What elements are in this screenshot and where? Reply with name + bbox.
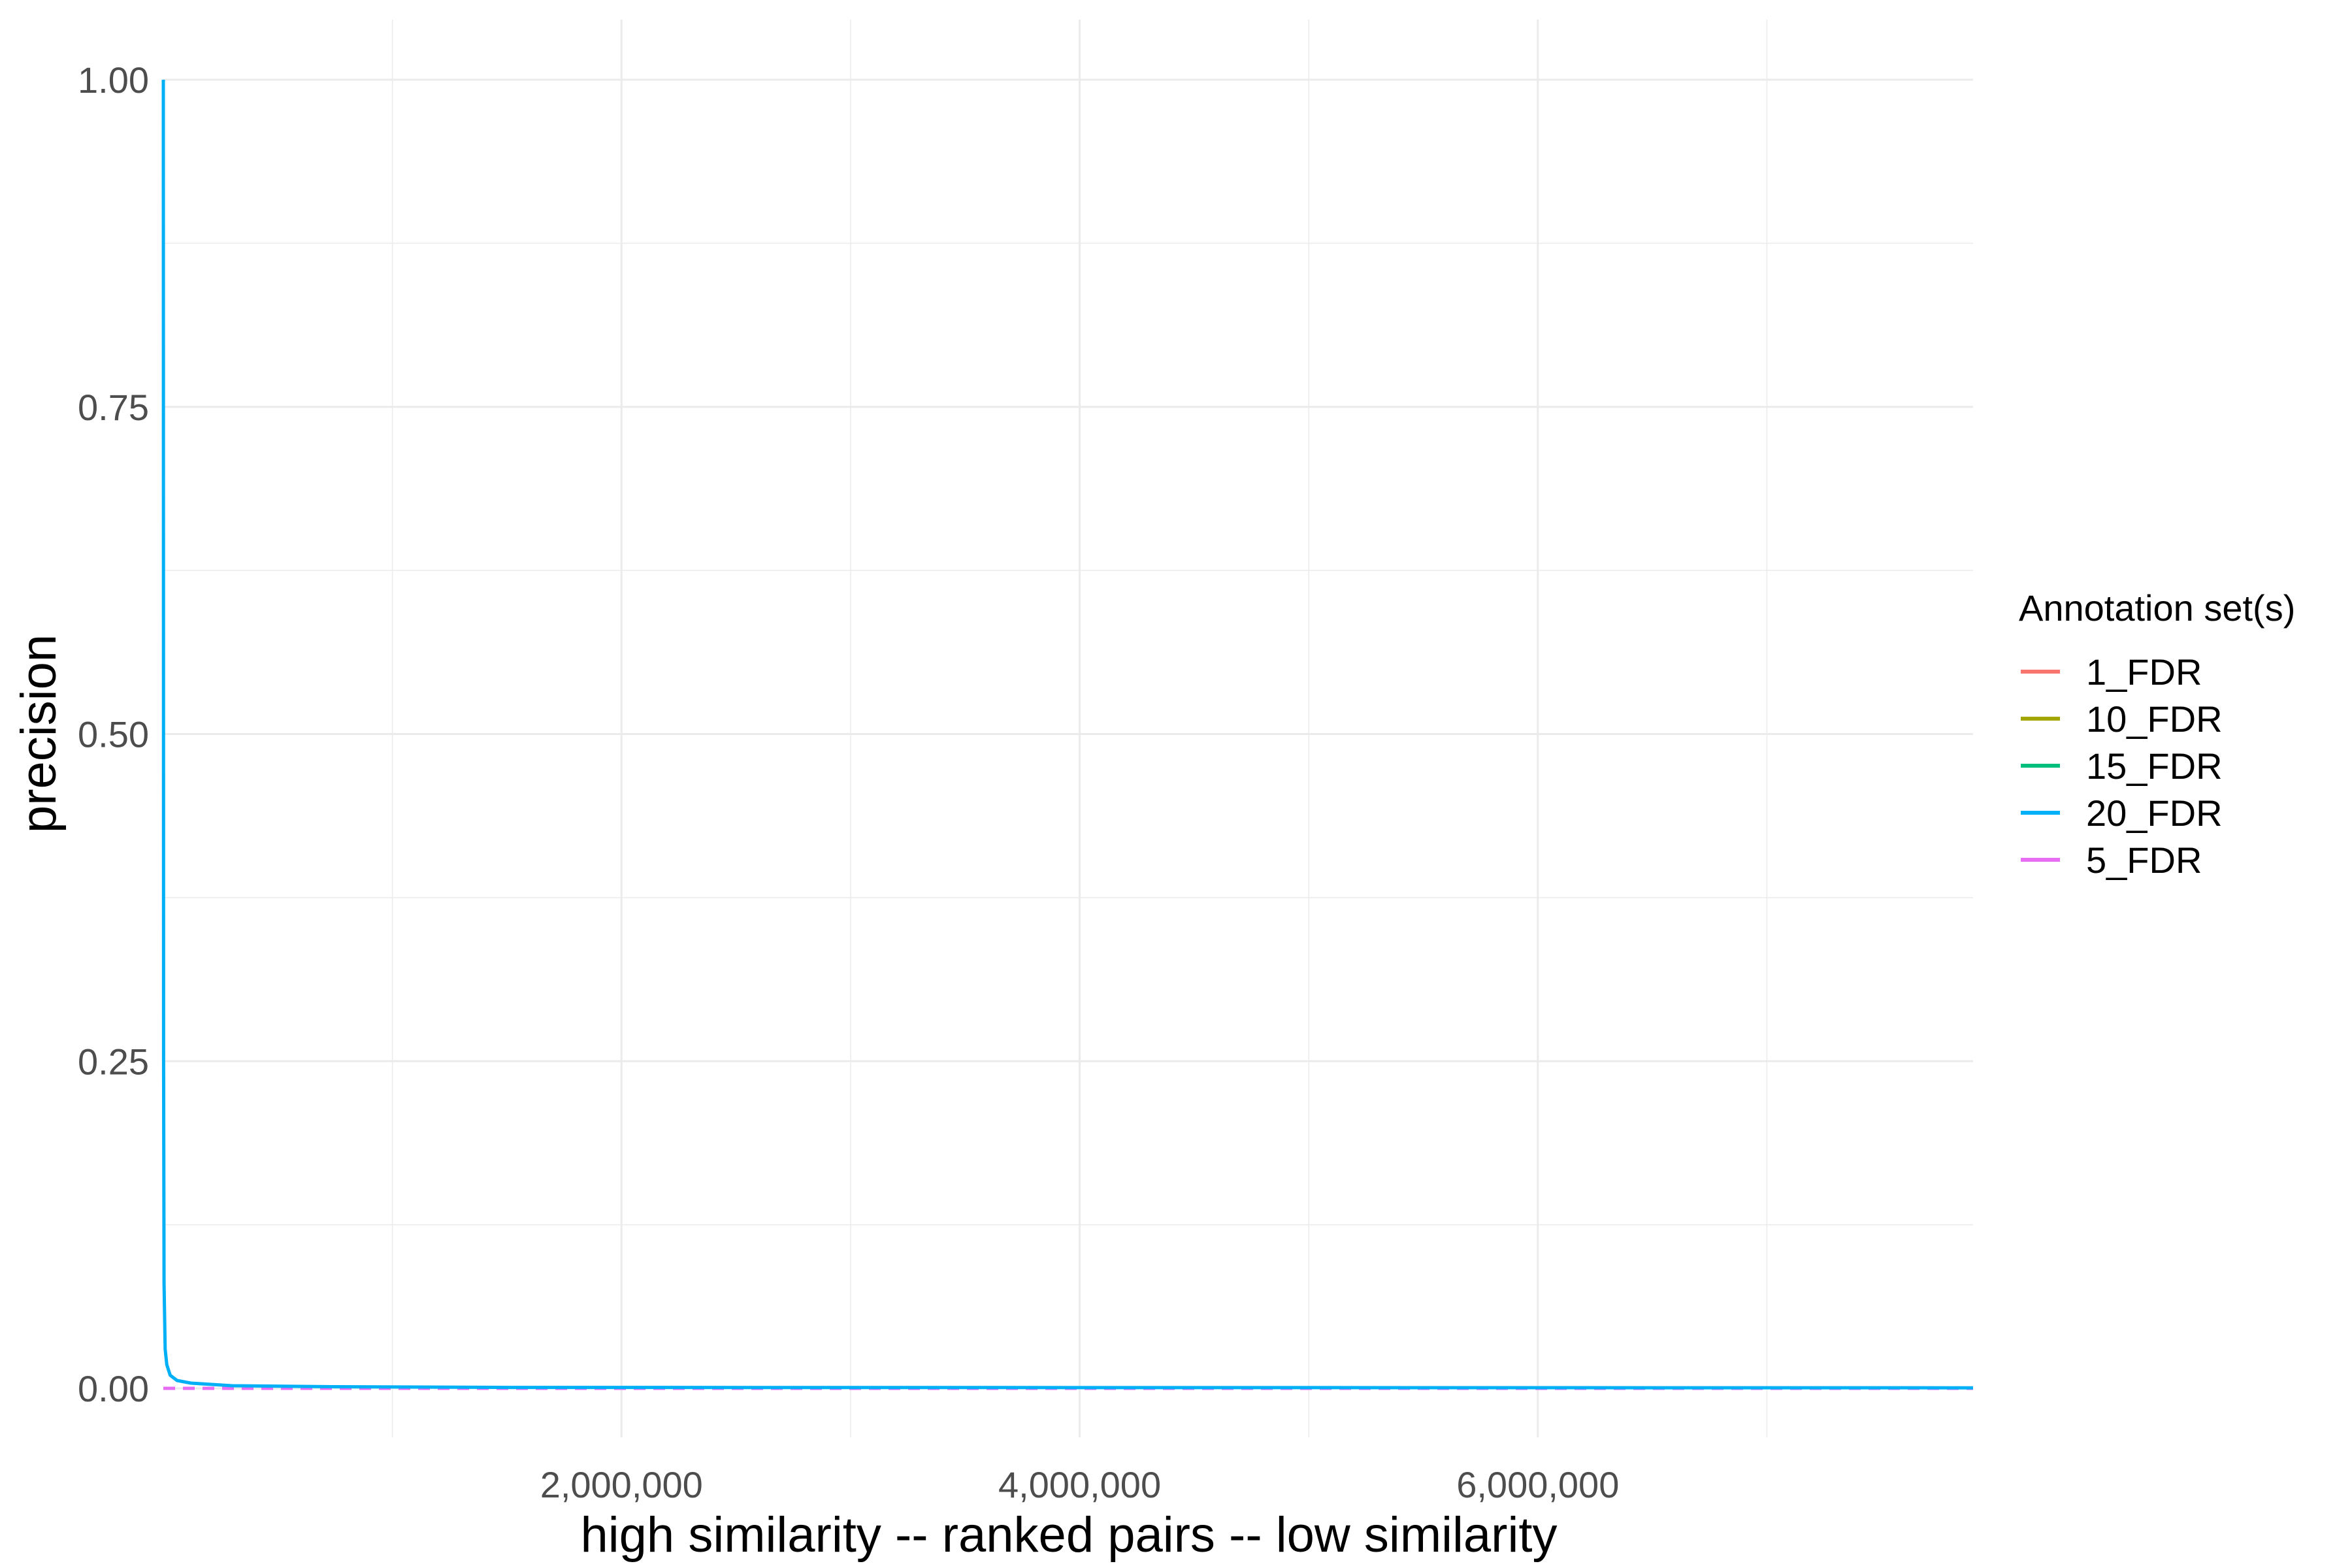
x-tick-label: 4,000,000 (998, 1464, 1161, 1505)
legend-title: Annotation set(s) (2019, 587, 2295, 629)
legend-label-10_FDR: 10_FDR (2086, 698, 2223, 740)
y-tick-label: 0.00 (78, 1368, 149, 1409)
grid-minor (163, 20, 1973, 1437)
y-tick-label: 1.00 (78, 59, 149, 101)
y-tick-label: 0.25 (78, 1041, 149, 1082)
x-axis-title: high similarity -- ranked pairs -- low s… (581, 1507, 1558, 1563)
x-axis-ticks: 2,000,000 4,000,000 6,000,000 (540, 1464, 1620, 1505)
legend: Annotation set(s) 1_FDR 10_FDR 15_FDR 20_FD… (2019, 587, 2295, 881)
series-layer (161, 79, 1974, 1390)
x-tick-label: 6,000,000 (1456, 1464, 1619, 1505)
legend-label-20_FDR: 20_FDR (2086, 792, 2223, 834)
legend-items: 1_FDR 10_FDR 15_FDR 20_FDR 5_FDR (2021, 651, 2223, 881)
y-tick-label: 0.75 (78, 387, 149, 428)
legend-label-1_FDR: 1_FDR (2086, 651, 2202, 693)
legend-label-5_FDR: 5_FDR (2086, 840, 2202, 881)
x-tick-label: 2,000,000 (540, 1464, 703, 1505)
series-line-20_FDR (161, 79, 1974, 1390)
y-tick-label: 0.50 (78, 714, 149, 755)
legend-label-15_FDR: 15_FDR (2086, 745, 2223, 787)
y-axis-title: precision (11, 634, 67, 833)
y-axis-ticks: 0.00 0.25 0.50 0.75 1.00 (78, 59, 149, 1409)
